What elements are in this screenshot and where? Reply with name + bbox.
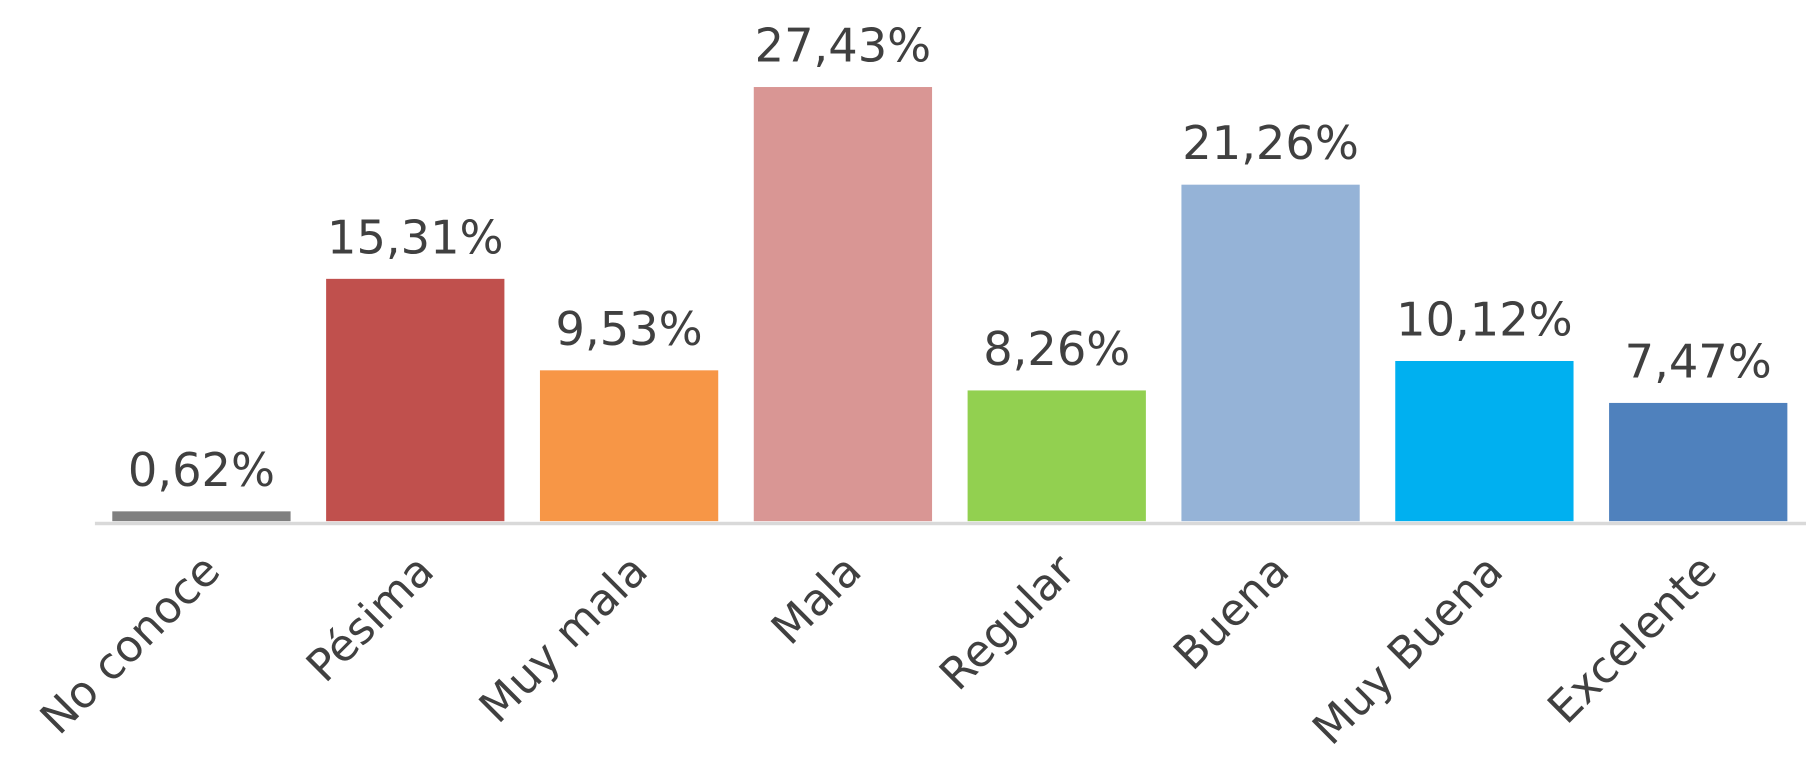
value-label: 10,12%	[1396, 293, 1573, 347]
bar	[1395, 360, 1574, 522]
bar	[539, 370, 719, 522]
category-label: Regular	[930, 544, 1086, 700]
category-label: Excelente	[1538, 545, 1727, 734]
value-label: 9,53%	[556, 302, 703, 356]
bar	[967, 390, 1146, 522]
category-label: Pésima	[297, 545, 444, 692]
category-label: Buena	[1164, 545, 1299, 680]
value-label: 27,43%	[755, 19, 932, 73]
category-label: No conoce	[31, 545, 230, 744]
category-label: Muy mala	[470, 545, 658, 733]
bar	[753, 87, 933, 522]
value-label: 0,62%	[128, 443, 275, 497]
bar	[326, 278, 505, 522]
bar	[1181, 184, 1360, 522]
category-label: Muy Buena	[1303, 545, 1513, 755]
value-label: 15,31%	[327, 210, 504, 264]
bar	[112, 511, 291, 522]
bar	[1609, 402, 1788, 522]
category-label: Mala	[762, 545, 872, 655]
value-label: 7,47%	[1625, 334, 1772, 388]
value-label: 21,26%	[1182, 116, 1359, 170]
value-label: 8,26%	[983, 322, 1130, 376]
